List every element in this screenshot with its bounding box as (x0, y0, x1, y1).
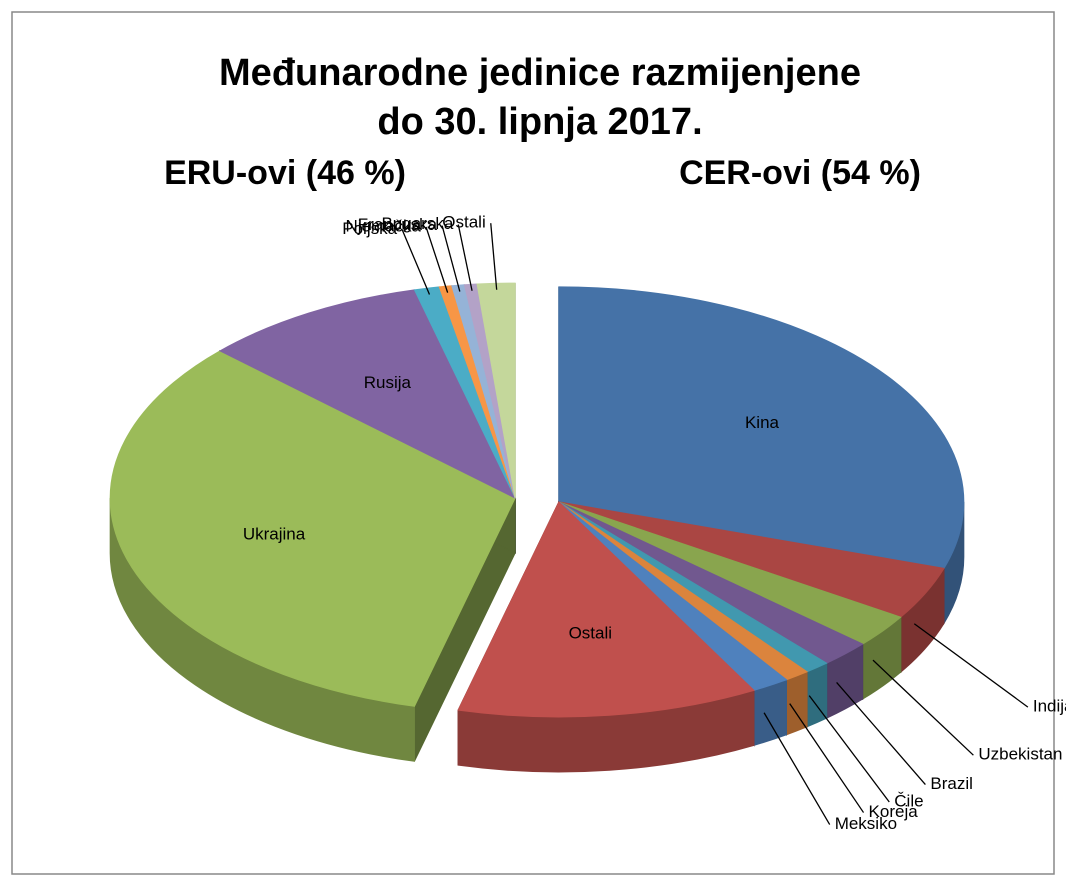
slice-label: Rusija (364, 373, 412, 392)
leader-line (836, 681, 926, 785)
pie-tops (109, 282, 965, 718)
pie-slice (457, 501, 755, 718)
leader-line (401, 229, 431, 295)
leader-line (808, 695, 890, 803)
slice-label: Koreja (869, 802, 919, 821)
group-label: CER-ovi (54 %) (679, 154, 921, 192)
leader-line (763, 712, 831, 825)
slice-label: Uzbekistan (978, 745, 1062, 764)
leader-line (457, 224, 473, 291)
leader-line (789, 703, 865, 813)
pie-labels: Kina Indija Uzbekistan Brazil ČileKorejaMeks… (243, 213, 1066, 833)
slice-label: Bugarska (381, 214, 453, 233)
slice-label: Brazil (930, 774, 973, 793)
slice-label: Njemačka (345, 216, 421, 235)
slice-wall (753, 679, 787, 747)
slice-label: Indija (1033, 697, 1066, 716)
chart-title: Međunarodne jedinice razmijenjene (219, 52, 861, 94)
leader-line (913, 623, 1029, 708)
leader-line (425, 226, 449, 293)
chart-title: do 30. lipnja 2017. (377, 101, 702, 143)
leader-line (441, 225, 461, 292)
slice-label: Kina (745, 413, 780, 432)
slice-label: Ostali (442, 213, 485, 232)
group-label: ERU-ovi (46 %) (164, 154, 406, 192)
leader-line (490, 223, 498, 290)
pie-slice (218, 289, 517, 500)
slice-label: Poljska (342, 219, 397, 238)
slice-wall (806, 662, 828, 728)
pie-slice (558, 286, 965, 569)
slice-label: Čile (894, 791, 923, 810)
slice-label: Ostali (569, 624, 612, 643)
slice-label: Meksiko (835, 814, 897, 833)
slice-label: Ukrajina (243, 525, 306, 544)
pie-slice (109, 350, 516, 707)
slice-label: Francuska (358, 215, 438, 234)
leader-line (872, 659, 974, 756)
